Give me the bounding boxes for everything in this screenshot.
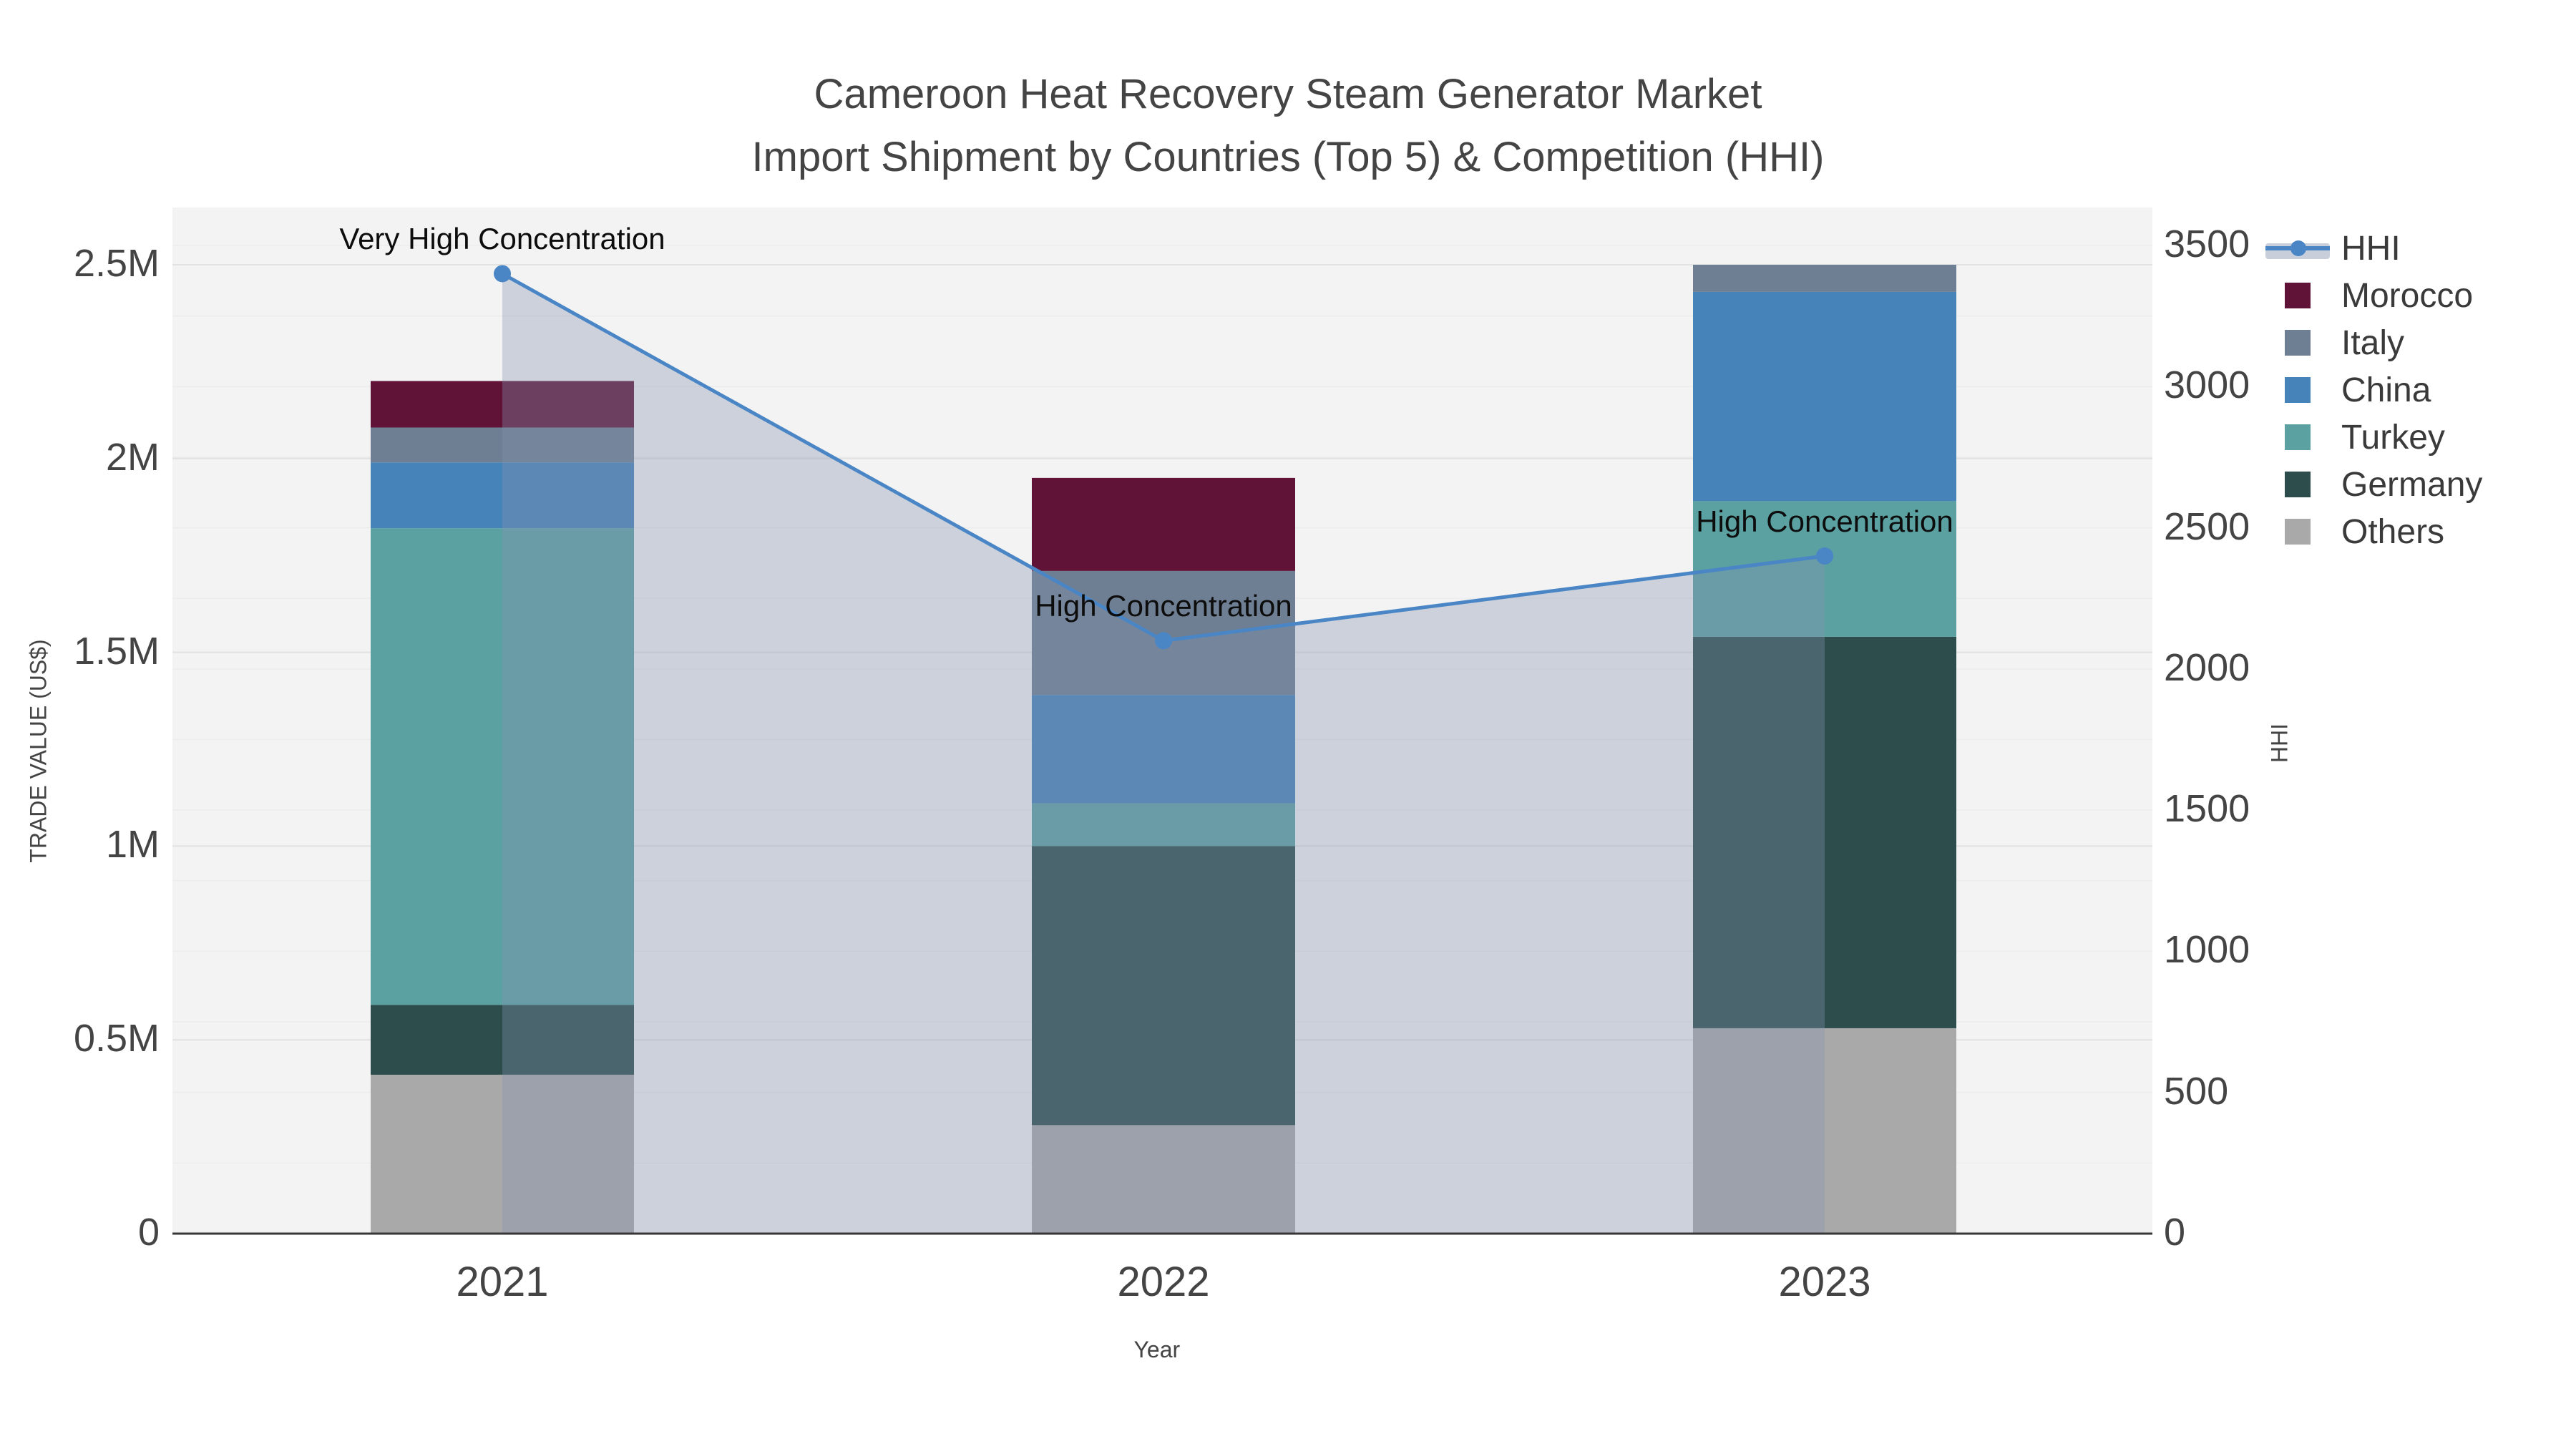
legend-label-germany: Germany (2341, 465, 2483, 504)
others-color-square (2285, 519, 2311, 545)
y-right-tick-3500: 3500 (2164, 223, 2250, 265)
legend-item-turkey[interactable]: Turkey (2260, 414, 2482, 461)
y-right-tick-1000: 1000 (2164, 928, 2250, 972)
italy-swatch-icon (2260, 319, 2331, 366)
turkey-color-square (2285, 424, 2311, 450)
annotation-2022: High Concentration (1035, 589, 1292, 623)
legend-item-others[interactable]: Others (2260, 508, 2482, 555)
legend-item-hhi[interactable]: HHI (2260, 225, 2482, 272)
legend-label-morocco: Morocco (2341, 276, 2474, 315)
germany-swatch-icon (2260, 461, 2331, 508)
bar-segment-2021-turkey[interactable] (371, 528, 634, 1005)
legend-label-hhi: HHI (2341, 229, 2401, 268)
germany-color-square (2285, 472, 2311, 497)
hhi-area (502, 273, 1825, 1234)
y-left-tick-1.5M: 1.5M (73, 629, 160, 673)
bar-segment-2023-others[interactable] (1693, 1028, 1956, 1234)
bar-segment-2023-china[interactable] (1693, 291, 1956, 502)
china-swatch-icon (2260, 366, 2331, 414)
legend-label-china: China (2341, 371, 2431, 409)
y-right-tick-0: 0 (2164, 1211, 2186, 1254)
bar-segment-2022-others[interactable] (1032, 1125, 1295, 1234)
y-left-tick-0.5M: 0.5M (73, 1017, 160, 1060)
legend-label-others: Others (2341, 512, 2445, 551)
legend-item-italy[interactable]: Italy (2260, 319, 2482, 366)
legend-item-germany[interactable]: Germany (2260, 461, 2482, 508)
y-right-tick-3000: 3000 (2164, 364, 2250, 407)
x-tick-2023: 2023 (1778, 1259, 1871, 1305)
morocco-swatch-icon (2260, 272, 2331, 319)
y-right-tick-500: 500 (2164, 1069, 2229, 1113)
hhi-marker-2022[interactable] (1155, 632, 1172, 650)
y-left-tick-1M: 1M (105, 823, 160, 867)
legend: HHI Morocco Italy China Turkey Germany Others (2260, 225, 2482, 555)
chart-title-line2: Import Shipment by Countries (Top 5) & C… (751, 134, 1825, 180)
morocco-color-square (2285, 283, 2311, 308)
legend-item-china[interactable]: China (2260, 366, 2482, 414)
bar-segment-2022-morocco[interactable] (1032, 477, 1295, 571)
china-color-square (2285, 377, 2311, 403)
chart-title-line1: Cameroon Heat Recovery Steam Generator M… (814, 71, 1762, 117)
x-axis-title: Year (1133, 1337, 1181, 1362)
y-axis-right-title: HHI (2266, 723, 2293, 763)
chart-title: Cameroon Heat Recovery Steam Generator M… (0, 63, 2576, 189)
bar-segment-2021-china[interactable] (371, 462, 634, 529)
x-tick-2021: 2021 (456, 1259, 549, 1305)
bar-segment-2023-italy[interactable] (1693, 265, 1956, 292)
bar-segment-2021-others[interactable] (371, 1074, 634, 1234)
bar-segment-2021-germany[interactable] (371, 1005, 634, 1075)
hhi-marker-2023[interactable] (1816, 547, 1833, 565)
bar-segment-2022-germany[interactable] (1032, 846, 1295, 1126)
y-right-tick-2000: 2000 (2164, 645, 2250, 689)
y-left-tick-2M: 2M (105, 435, 160, 479)
y-left-tick-2.5M: 2.5M (73, 242, 160, 285)
legend-item-morocco[interactable]: Morocco (2260, 272, 2482, 319)
turkey-swatch-icon (2260, 414, 2331, 461)
bar-segment-2023-germany[interactable] (1693, 636, 1956, 1028)
bar-segment-2022-turkey[interactable] (1032, 803, 1295, 847)
bar-segment-2021-morocco[interactable] (371, 381, 634, 428)
hhi-line-swatch-icon (2260, 225, 2331, 272)
y-axis-left-title: TRADE VALUE (US$) (25, 639, 52, 863)
legend-label-turkey: Turkey (2341, 418, 2445, 457)
others-swatch-icon (2260, 508, 2331, 555)
italy-color-square (2285, 330, 2311, 356)
x-tick-2022: 2022 (1117, 1259, 1210, 1305)
bar-segment-2022-china[interactable] (1032, 695, 1295, 804)
y-right-tick-1500: 1500 (2164, 787, 2250, 831)
y-left-tick-0: 0 (137, 1211, 160, 1254)
bar-segment-2021-italy[interactable] (371, 427, 634, 463)
hhi-marker-2021[interactable] (494, 265, 511, 283)
annotation-2023: High Concentration (1696, 504, 1953, 539)
annotation-2021: Very High Concentration (339, 222, 665, 256)
legend-label-italy: Italy (2341, 323, 2405, 362)
y-right-tick-2500: 2500 (2164, 504, 2250, 548)
hhi-marker-glyph (2290, 240, 2306, 256)
